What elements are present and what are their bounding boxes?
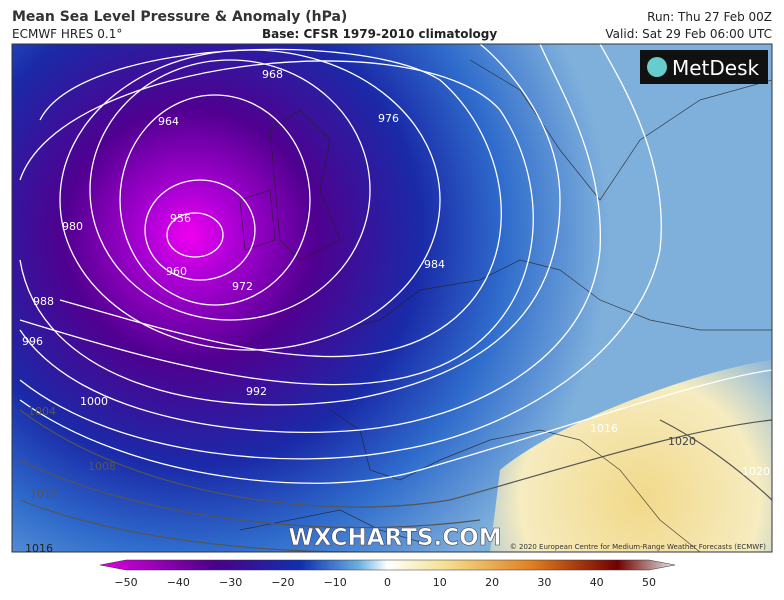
contour-label: 1020 [668,435,696,448]
colorbar-tick-label: 50 [642,576,656,589]
colorbar-tick-label: −40 [167,576,190,589]
contour-label: 996 [22,335,43,348]
colorbar [99,559,676,571]
colorbar-tick-label: −30 [219,576,242,589]
colorbar-tick-label: 40 [590,576,604,589]
contour-label: 992 [246,385,267,398]
logo-icon [647,57,667,77]
colorbar-tick-label: −20 [271,576,294,589]
contour-label: 976 [378,112,399,125]
contour-label: 964 [158,115,179,128]
run: Run: Thu 27 Feb 00Z [647,10,772,24]
contour-label: 1016 [25,542,53,555]
contour-label: 1008 [88,460,116,473]
contour-label: 988 [33,295,54,308]
colorbar-tick-label: 30 [537,576,551,589]
contour-label: 1020 [742,465,770,478]
colorbar-tick-label: −50 [114,576,137,589]
contour-label: 984 [424,258,445,271]
contour-label: 1012 [30,488,58,501]
logo: MetDesk [672,56,760,80]
model: ECMWF HRES 0.1° [12,27,123,41]
contour-label: 960 [166,265,187,278]
colorbar-tick-label: 20 [485,576,499,589]
contour-label: 1004 [28,405,56,418]
colorbar-tick-label: −10 [324,576,347,589]
contour-label: 1000 [80,395,108,408]
colorbar-tick-label: 10 [433,576,447,589]
contour-label: 956 [170,212,191,225]
contour-label: 980 [62,220,83,233]
title: Mean Sea Level Pressure & Anomaly (hPa) [12,9,348,25]
contour-label: 1016 [590,422,618,435]
copyright: © 2020 European Centre for Medium-Range … [510,543,766,551]
contour-label: 972 [232,280,253,293]
contour-label: 968 [262,68,283,81]
colorbar-tick-label: 0 [384,576,391,589]
base: Base: CFSR 1979-2010 climatology [262,27,498,41]
watermark: WXCHARTS.COM [288,525,501,551]
valid: Valid: Sat 29 Feb 06:00 UTC [605,27,772,41]
